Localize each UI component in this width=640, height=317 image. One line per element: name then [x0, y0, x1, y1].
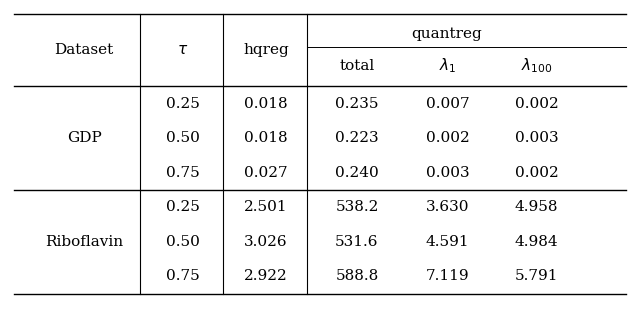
- Text: 2.501: 2.501: [244, 200, 287, 214]
- Text: 0.007: 0.007: [426, 96, 469, 111]
- Text: 588.8: 588.8: [335, 269, 379, 283]
- Text: 0.50: 0.50: [166, 131, 200, 145]
- Text: 2.922: 2.922: [244, 269, 288, 283]
- Text: 0.002: 0.002: [426, 131, 469, 145]
- Text: 7.119: 7.119: [426, 269, 469, 283]
- Text: 0.25: 0.25: [166, 96, 200, 111]
- Text: 0.002: 0.002: [515, 96, 559, 111]
- Text: 0.25: 0.25: [166, 200, 200, 214]
- Text: 3.630: 3.630: [426, 200, 469, 214]
- Text: 0.002: 0.002: [515, 166, 559, 180]
- Text: 0.003: 0.003: [515, 131, 559, 145]
- Text: Riboflavin: Riboflavin: [45, 235, 124, 249]
- Text: 4.984: 4.984: [515, 235, 559, 249]
- Text: 0.027: 0.027: [244, 166, 287, 180]
- Text: 0.235: 0.235: [335, 96, 379, 111]
- Text: 0.018: 0.018: [244, 131, 287, 145]
- Text: 0.018: 0.018: [244, 96, 287, 111]
- Text: 4.591: 4.591: [426, 235, 469, 249]
- Text: Dataset: Dataset: [54, 43, 114, 57]
- Text: $\lambda_{100}$: $\lambda_{100}$: [521, 56, 552, 75]
- Text: 0.75: 0.75: [166, 269, 200, 283]
- Text: hqreg: hqreg: [243, 43, 289, 57]
- Text: GDP: GDP: [67, 131, 102, 145]
- Text: total: total: [339, 59, 374, 73]
- Text: $\lambda_1$: $\lambda_1$: [439, 56, 456, 75]
- Text: $\tau$: $\tau$: [177, 43, 189, 57]
- Text: 5.791: 5.791: [515, 269, 559, 283]
- Text: 4.958: 4.958: [515, 200, 559, 214]
- Text: 0.240: 0.240: [335, 166, 379, 180]
- Text: 538.2: 538.2: [335, 200, 379, 214]
- Text: 0.003: 0.003: [426, 166, 469, 180]
- Text: 531.6: 531.6: [335, 235, 379, 249]
- Text: 0.223: 0.223: [335, 131, 379, 145]
- Text: quantreg: quantreg: [412, 27, 482, 42]
- Text: 3.026: 3.026: [244, 235, 287, 249]
- Text: 0.50: 0.50: [166, 235, 200, 249]
- Text: 0.75: 0.75: [166, 166, 200, 180]
